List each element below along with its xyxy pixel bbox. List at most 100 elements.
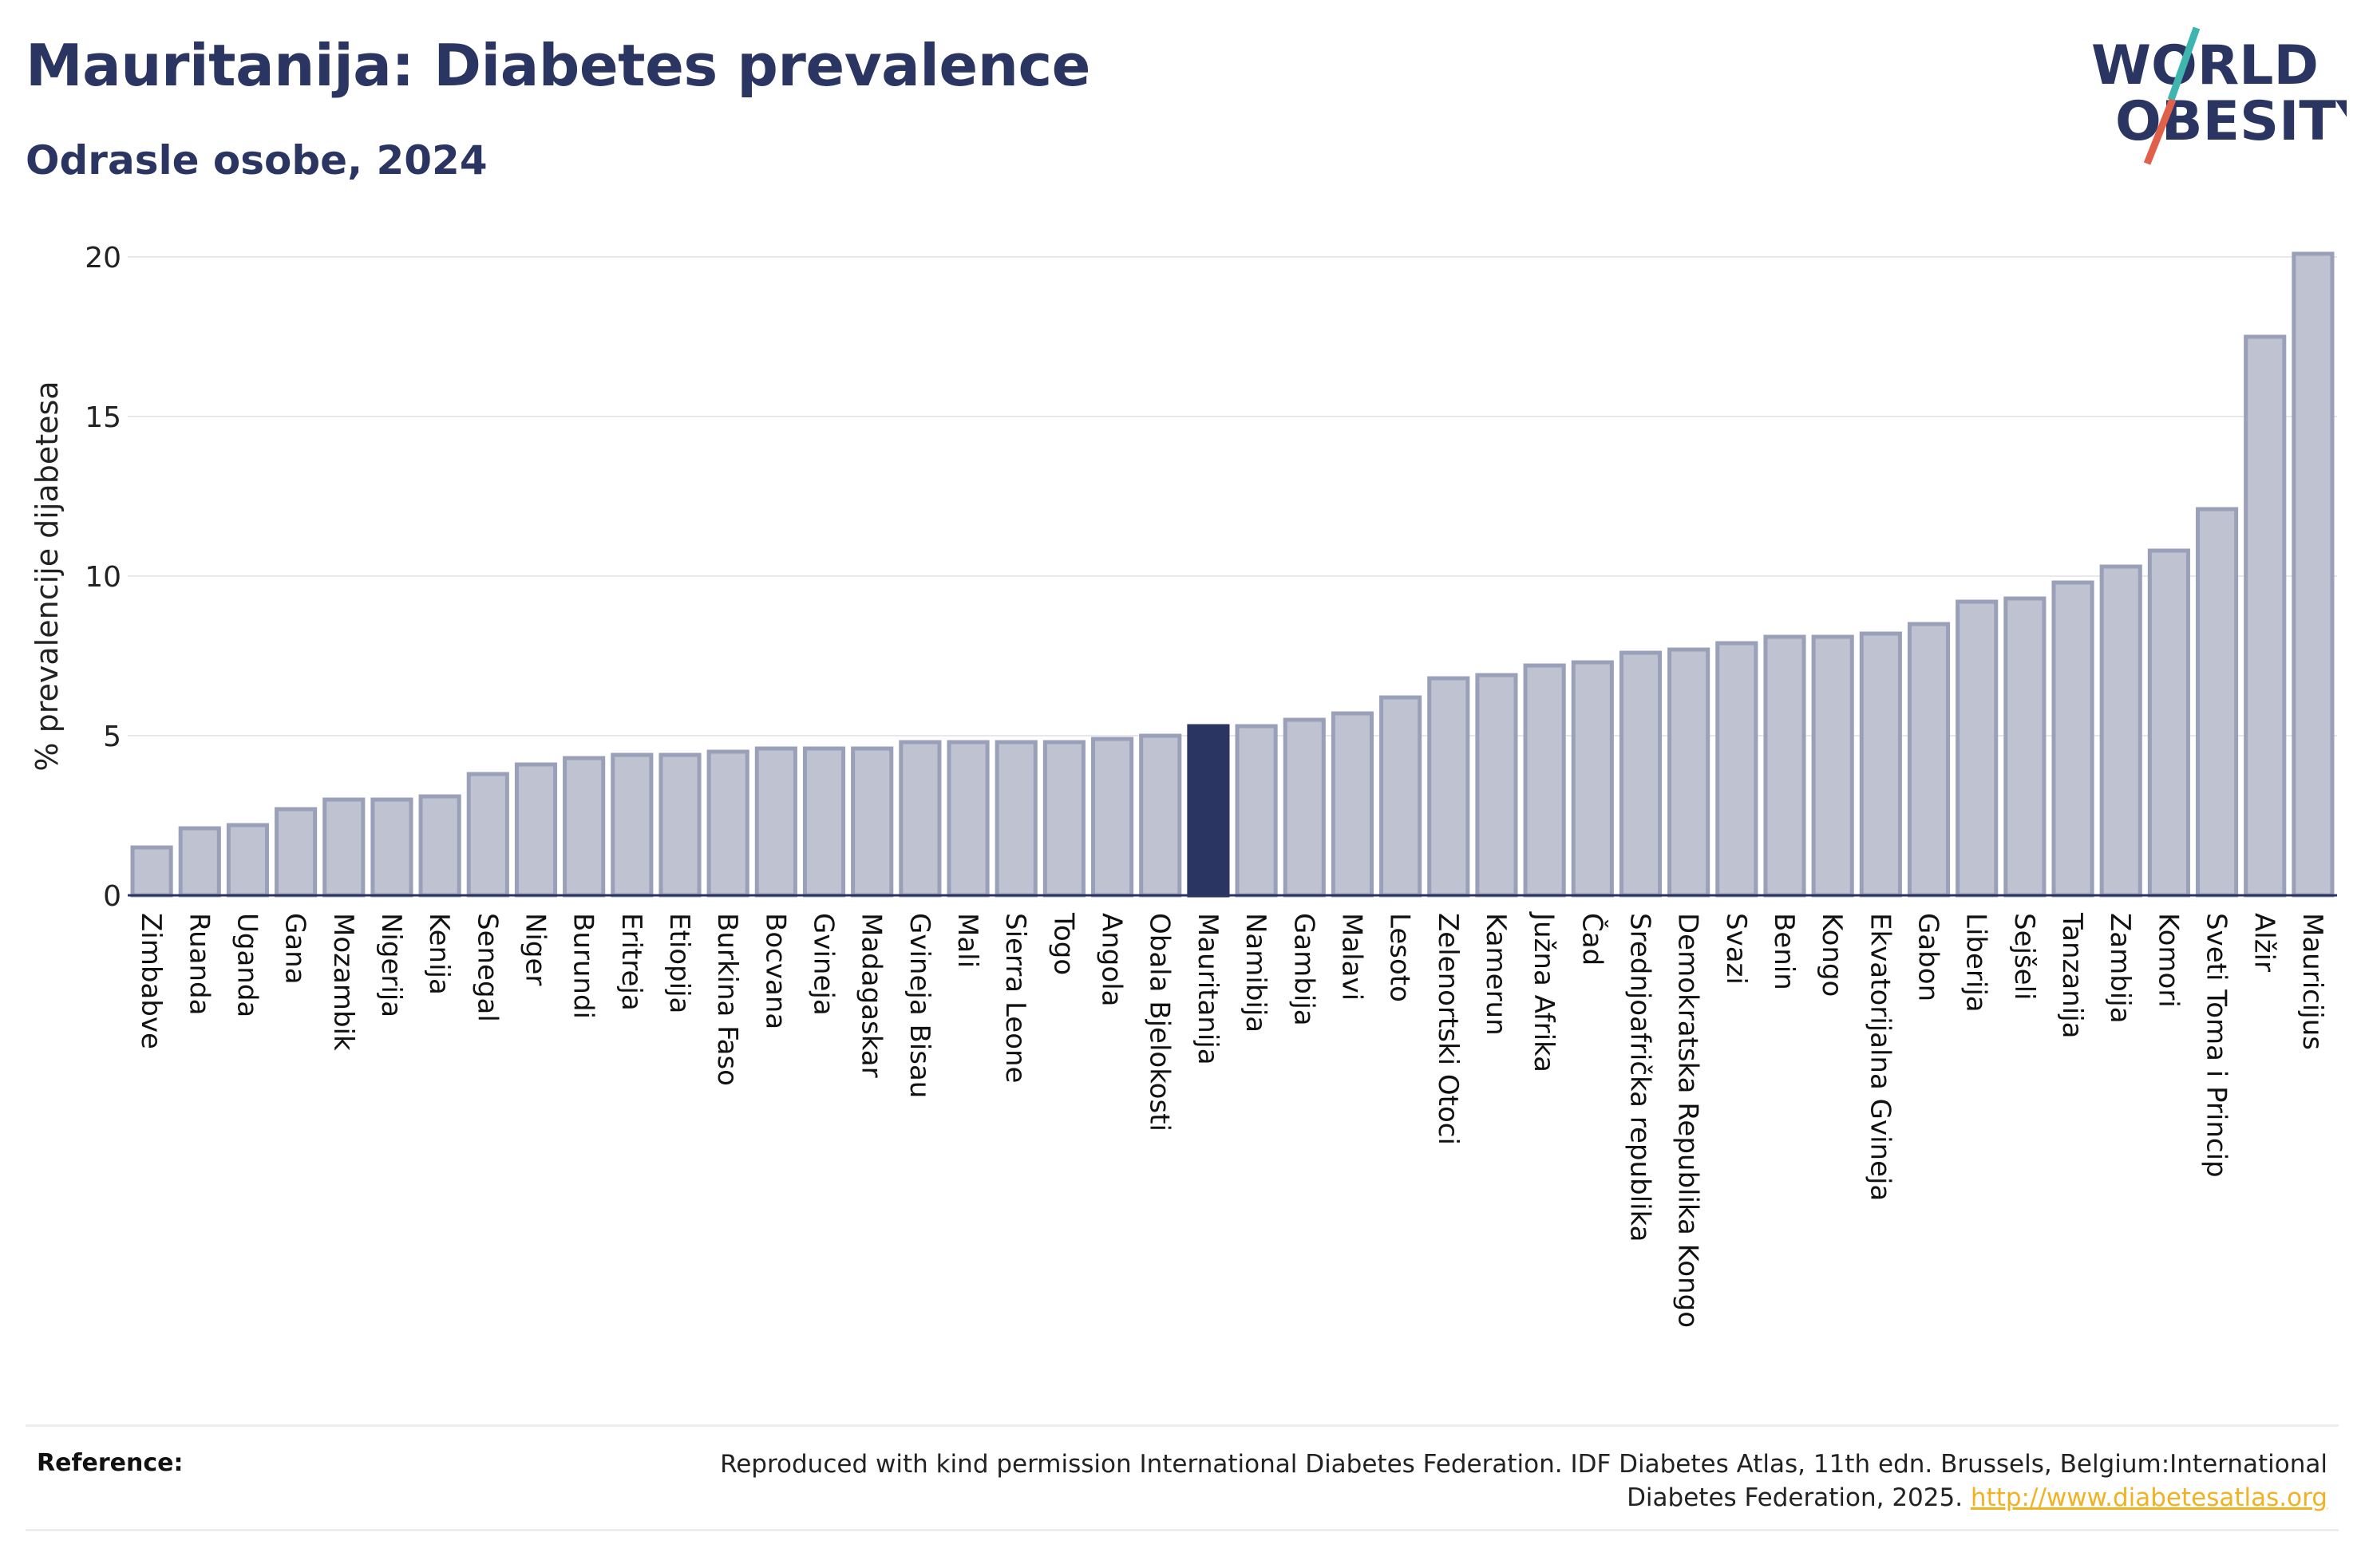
y-tick-label: 10: [85, 561, 121, 594]
bar: [995, 740, 1038, 898]
x-tick-label: Niger: [519, 913, 551, 985]
bar: [1956, 599, 1999, 898]
x-tick-label: Liberija: [1960, 913, 1992, 1013]
chart-subtitle: Odrasle osobe, 2024: [26, 137, 488, 184]
bar: [178, 826, 221, 898]
x-tick-label: Mozambik: [327, 913, 359, 1051]
y-axis-title: % prevalencije dijabetesa: [30, 381, 65, 771]
x-tick-label: Obala Bjelokosti: [1144, 913, 1176, 1132]
x-tick-label: Kongo: [1816, 913, 1848, 997]
bar: [2051, 580, 2094, 898]
x-tick-label: Kamerun: [1480, 913, 1512, 1036]
bar: [1907, 622, 1951, 898]
reference-text-block: Reproduced with kind permission Internat…: [651, 1448, 2327, 1515]
bar: [658, 752, 702, 898]
x-tick-label: Namibija: [1240, 913, 1271, 1033]
x-tick-label: Bocvana: [759, 913, 791, 1029]
bar: [851, 746, 894, 898]
bar: [802, 746, 846, 898]
x-tick-label: Gvineja Bisau: [904, 913, 935, 1098]
x-tick-label: Zambija: [2104, 913, 2136, 1024]
bar: [226, 823, 270, 898]
x-tick-label: Madagaskar: [856, 913, 888, 1078]
y-axis-ticks: 0 5 10 15 20: [85, 242, 121, 913]
chart-title: Mauritanija: Diabetes prevalence: [26, 32, 1091, 99]
y-tick-label: 0: [103, 880, 121, 913]
bar: [1090, 737, 1134, 898]
x-tick-label: Tanzanija: [2056, 912, 2088, 1038]
x-tick-label: Togo: [1047, 912, 1079, 975]
bar: [2003, 596, 2047, 898]
bar: [1139, 733, 1182, 898]
x-tick-label: Ruanda: [183, 913, 215, 1015]
bars: [130, 251, 2335, 898]
x-tick-label: Etiopija: [663, 913, 695, 1013]
x-tick-label: Čad: [1576, 913, 1608, 966]
bar: [418, 794, 461, 898]
x-tick-label: Demokratska Republika Kongo: [1672, 913, 1704, 1328]
bar: [1619, 650, 1663, 898]
x-tick-label: Mali: [951, 913, 983, 968]
bar: [1763, 634, 1806, 898]
world-obesity-logo: WORLD OBESITY: [2091, 26, 2347, 165]
logo-word-world: WORLD: [2091, 34, 2319, 97]
bar: [514, 762, 558, 898]
x-tick-label: Zelenortski Otoci: [1432, 913, 1464, 1145]
x-tick-label: Uganda: [231, 913, 263, 1017]
bar: [275, 807, 318, 898]
x-tick-label: Sierra Leone: [999, 913, 1031, 1083]
logo-slash-red: [2143, 98, 2177, 165]
bar: [2292, 251, 2335, 898]
bar: [2195, 507, 2239, 898]
bar: [1331, 711, 1374, 898]
x-tick-label: Senegal: [471, 913, 503, 1022]
bar: [2244, 334, 2287, 898]
y-tick-label: 20: [85, 242, 121, 274]
x-tick-label: Gambija: [1287, 913, 1319, 1026]
x-tick-label: Angola: [1096, 913, 1128, 1006]
x-tick-label: Južna Afrika: [1528, 911, 1560, 1072]
x-tick-label: Svazi: [1720, 913, 1752, 985]
bar: [563, 756, 606, 898]
bar: [322, 797, 366, 898]
x-tick-label: Srednjoafrička republika: [1623, 913, 1655, 1242]
x-tick-label: Benin: [1768, 913, 1800, 990]
bar: [1379, 695, 1422, 898]
bar: [1283, 717, 1326, 898]
x-tick-label: Gana: [279, 913, 311, 985]
bar: [1667, 647, 1710, 898]
x-tick-label: Mauritanija: [1192, 913, 1224, 1065]
x-tick-label: Gabon: [1912, 913, 1944, 1001]
bar: [1715, 641, 1758, 898]
x-tick-label: Lesoto: [1384, 913, 1416, 1002]
x-tick-label: Sejšeli: [2008, 913, 2040, 1000]
reference-text: Reproduced with kind permission Internat…: [720, 1450, 2327, 1512]
reference-link[interactable]: http://www.diabetesatlas.org: [1970, 1483, 2327, 1512]
bar-highlight: [1187, 724, 1230, 898]
x-tick-label: Nigerija: [375, 913, 407, 1017]
x-tick-label: Malavi: [1335, 913, 1367, 1001]
bar: [1811, 634, 1854, 898]
bar: [1475, 673, 1518, 898]
bar: [1859, 631, 1902, 898]
logo-slash-teal: [2167, 26, 2201, 101]
bar: [130, 845, 173, 898]
bar: [899, 740, 942, 898]
x-axis-labels: Zimbabve Ruanda Uganda Gana Mozambik Nigerija…: [135, 911, 2328, 1328]
bar: [1523, 663, 1566, 898]
x-tick-label: Burundi: [568, 913, 599, 1019]
bar: [2099, 564, 2142, 898]
reference-label: Reference:: [37, 1449, 184, 1477]
bar: [1235, 724, 1278, 898]
bar: [754, 746, 797, 898]
bar: [706, 749, 749, 898]
reference-footer: Reference: Reproduced with kind permissi…: [26, 1424, 2339, 1531]
bar: [370, 797, 413, 898]
bar: [1042, 740, 1086, 898]
x-tick-label: Eritreja: [615, 913, 647, 1011]
y-tick-label: 15: [85, 401, 121, 434]
x-tick-label: Zimbabve: [135, 913, 167, 1049]
x-tick-label: Komori: [2152, 913, 2184, 1008]
x-tick-label: Burkina Faso: [711, 913, 743, 1086]
x-tick-label: Gvineja: [808, 913, 840, 1016]
